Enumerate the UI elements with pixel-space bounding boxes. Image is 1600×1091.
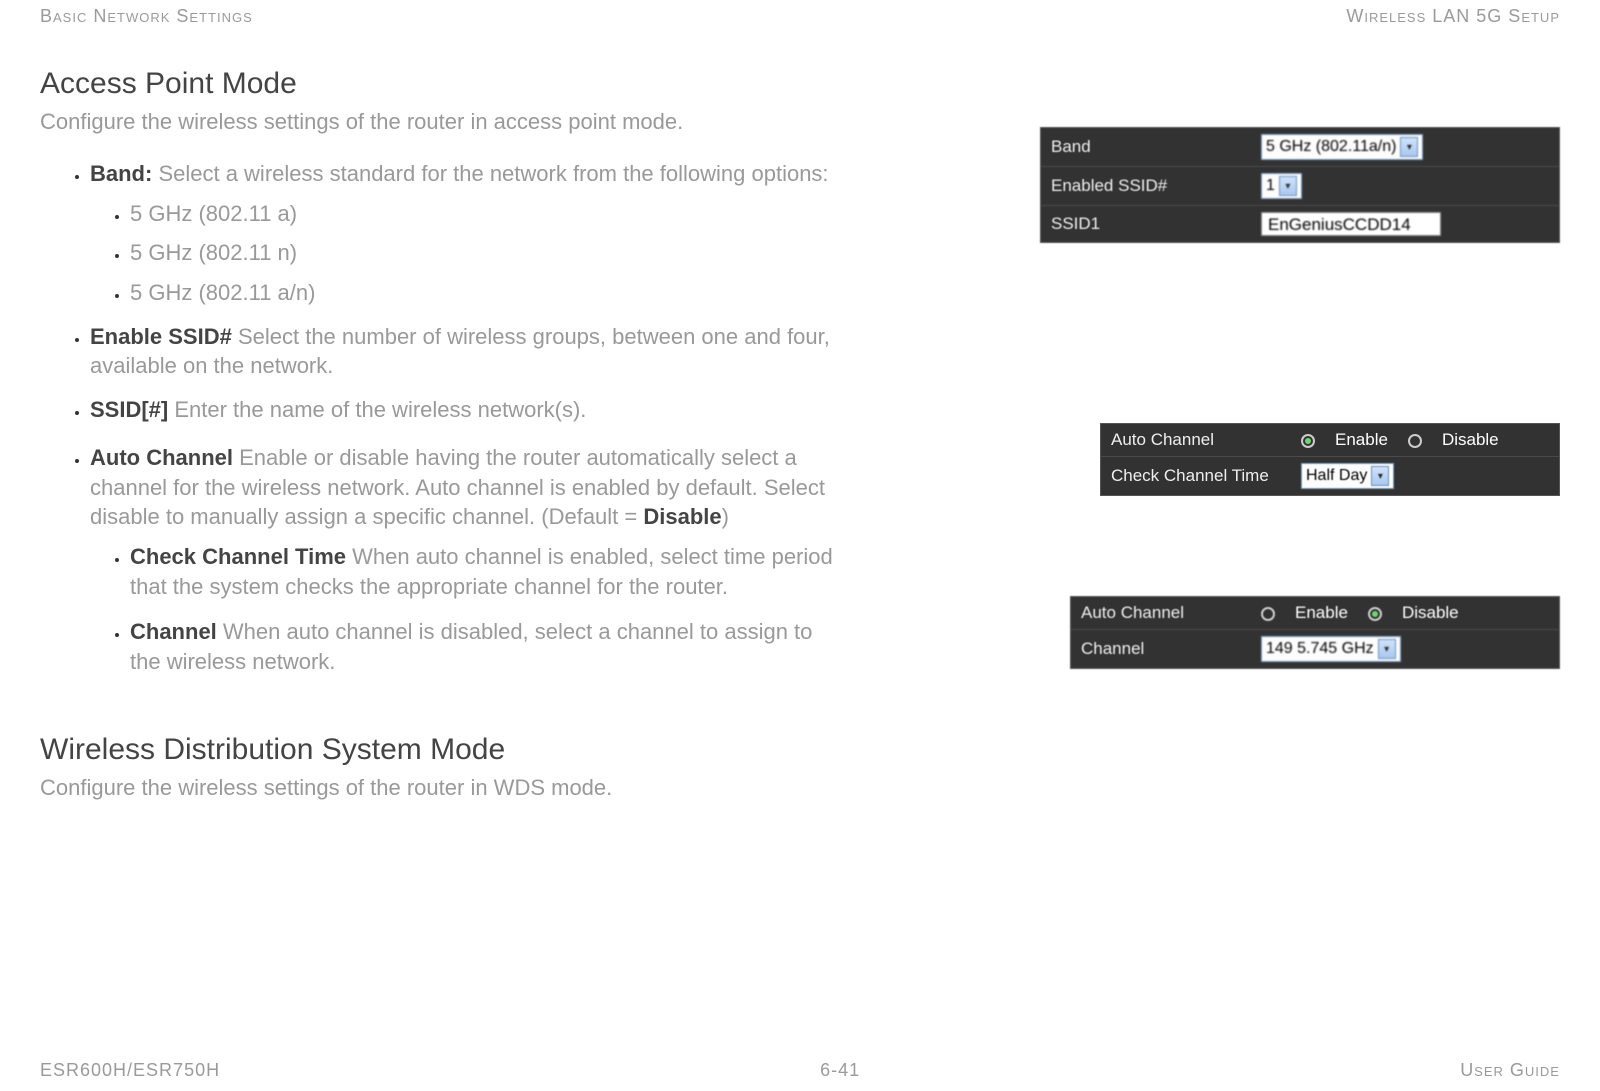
page-header: Basic Network Settings Wireless LAN 5G S… bbox=[40, 0, 1560, 27]
bullet-band-label: Band: bbox=[90, 161, 152, 186]
page-footer: ESR600H/ESR750H 6-41 User Guide bbox=[40, 1060, 1560, 1081]
chevron-down-icon: ▾ bbox=[1400, 137, 1418, 157]
section-title-wds: Wireless Distribution System Mode bbox=[40, 733, 840, 767]
panel1-enabled-ssid-label: Enabled SSID# bbox=[1051, 176, 1251, 196]
bullet-band: Band: Select a wireless standard for the… bbox=[90, 159, 840, 308]
auto-channel-enable-radio[interactable] bbox=[1301, 434, 1315, 448]
panel-auto-channel-disable: Auto Channel Enable Disable Channel 149 … bbox=[1070, 596, 1560, 669]
bullet-ssid: SSID[#] Enter the name of the wireless n… bbox=[90, 395, 840, 425]
bullet-enable-ssid: Enable SSID# Select the number of wirele… bbox=[90, 322, 840, 381]
panel2-disable-label: Disable bbox=[1442, 430, 1499, 450]
bullet-channel: Channel When auto channel is disabled, s… bbox=[130, 617, 840, 676]
bullet-channel-label: Channel bbox=[130, 619, 217, 644]
auto-channel-disable-radio[interactable] bbox=[1408, 434, 1422, 448]
band-option-2: 5 GHz (802.11 n) bbox=[130, 238, 840, 268]
section-title-access-point: Access Point Mode bbox=[40, 67, 840, 101]
bullet-channel-text: When auto channel is disabled, select a … bbox=[130, 619, 812, 674]
band-select-value: 5 GHz (802.11a/n) bbox=[1266, 138, 1396, 156]
panel3-channel-label: Channel bbox=[1081, 639, 1251, 659]
header-left: Basic Network Settings bbox=[40, 6, 253, 27]
bullet-check-channel-time: Check Channel Time When auto channel is … bbox=[130, 542, 840, 601]
bullet-auto-channel: Auto Channel Enable or disable having th… bbox=[90, 443, 840, 677]
bullet-auto-channel-default: Disable bbox=[643, 504, 721, 529]
bullet-auto-channel-label: Auto Channel bbox=[90, 445, 233, 470]
channel-select[interactable]: 149 5.745 GHz ▾ bbox=[1261, 636, 1401, 662]
bullet-auto-channel-close: ) bbox=[722, 504, 729, 529]
panel2-check-time-label: Check Channel Time bbox=[1111, 466, 1291, 486]
section-subtitle-access-point: Configure the wireless settings of the r… bbox=[40, 109, 840, 135]
panel3-disable-radio[interactable] bbox=[1368, 607, 1382, 621]
footer-center: 6-41 bbox=[820, 1060, 860, 1081]
panel1-band-label: Band bbox=[1051, 137, 1251, 157]
channel-select-value: 149 5.745 GHz bbox=[1266, 640, 1374, 658]
panel2-enable-label: Enable bbox=[1335, 430, 1388, 450]
bullet-band-text: Select a wireless standard for the netwo… bbox=[152, 161, 828, 186]
panel3-enable-label: Enable bbox=[1295, 603, 1348, 623]
check-channel-time-select[interactable]: Half Day ▾ bbox=[1301, 463, 1394, 489]
bullet-ssid-label: SSID[#] bbox=[90, 397, 168, 422]
check-channel-time-value: Half Day bbox=[1306, 467, 1367, 485]
panel2-auto-channel-label: Auto Channel bbox=[1111, 430, 1291, 450]
header-right: Wireless LAN 5G Setup bbox=[1346, 6, 1560, 27]
section-subtitle-wds: Configure the wireless settings of the r… bbox=[40, 775, 840, 801]
bullet-enable-ssid-label: Enable SSID# bbox=[90, 324, 232, 349]
bullet-check-channel-label: Check Channel Time bbox=[130, 544, 346, 569]
band-option-1: 5 GHz (802.11 a) bbox=[130, 199, 840, 229]
chevron-down-icon: ▾ bbox=[1378, 639, 1396, 659]
enabled-ssid-select[interactable]: 1 ▾ bbox=[1261, 173, 1302, 199]
chevron-down-icon: ▾ bbox=[1279, 176, 1297, 196]
panel3-auto-channel-label: Auto Channel bbox=[1081, 603, 1251, 623]
panel3-disable-label: Disable bbox=[1402, 603, 1459, 623]
band-select[interactable]: 5 GHz (802.11a/n) ▾ bbox=[1261, 134, 1423, 160]
footer-right: User Guide bbox=[1460, 1060, 1560, 1081]
panel3-enable-radio[interactable] bbox=[1261, 607, 1275, 621]
panel-auto-channel-enable: Auto Channel Enable Disable Check Channe… bbox=[1100, 423, 1560, 496]
panel-band-ssid: Band 5 GHz (802.11a/n) ▾ Enabled SSID# 1… bbox=[1040, 127, 1560, 243]
chevron-down-icon: ▾ bbox=[1371, 466, 1389, 486]
enabled-ssid-value: 1 bbox=[1266, 177, 1275, 195]
panel1-ssid1-label: SSID1 bbox=[1051, 214, 1251, 234]
bullet-ssid-text: Enter the name of the wireless network(s… bbox=[168, 397, 586, 422]
footer-left: ESR600H/ESR750H bbox=[40, 1060, 220, 1081]
ssid1-input[interactable]: EnGeniusCCDD14 bbox=[1261, 212, 1441, 236]
band-option-3: 5 GHz (802.11 a/n) bbox=[130, 278, 840, 308]
